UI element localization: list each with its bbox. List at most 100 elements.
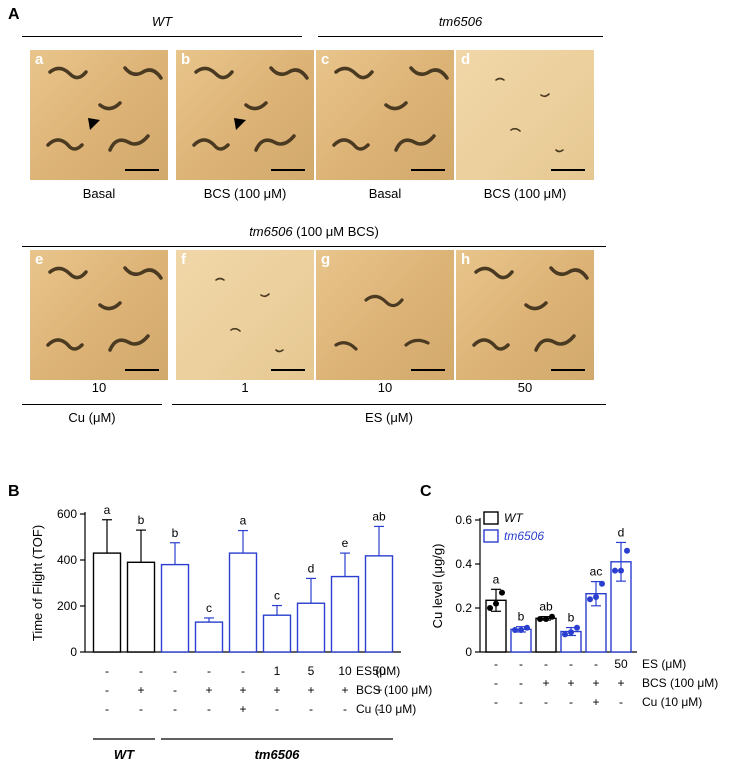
worm-shape	[334, 66, 374, 80]
condition-cell: -	[494, 657, 498, 671]
scale-bar	[271, 369, 305, 371]
legend-label-1: tm6506	[504, 529, 544, 543]
worm-shape	[98, 301, 122, 311]
panel-label: B	[8, 483, 20, 500]
bar-2	[535, 617, 557, 653]
significance-letter-5: d	[618, 525, 625, 539]
micrograph-caption-e: 10	[91, 380, 107, 395]
data-point-2-0	[537, 616, 543, 622]
y-tick-label: 200	[57, 599, 77, 613]
condition-cell: +	[239, 702, 246, 716]
bar-2	[160, 563, 190, 653]
worm-shape	[549, 266, 589, 280]
condition-cell: -	[173, 683, 177, 697]
data-point-5-2	[624, 547, 630, 554]
significance-letter-2: ab	[539, 600, 553, 614]
micrograph-letter: d	[461, 51, 471, 68]
condition-cell: -	[275, 702, 279, 716]
worm-drawing	[46, 266, 163, 352]
worm-shape	[540, 93, 550, 98]
condition-cell: -	[207, 702, 211, 716]
significance-letter-6: d	[308, 561, 315, 575]
micrograph-c: c	[316, 50, 454, 180]
significance-letter-1: b	[138, 513, 145, 527]
significance-letter-4: ac	[590, 565, 603, 579]
data-point-0-2	[499, 589, 505, 596]
worm-shape	[472, 338, 510, 351]
bar-3	[194, 621, 224, 653]
worm-shape	[510, 127, 521, 132]
condition-cell: 1	[274, 664, 281, 678]
worm-shape	[46, 138, 84, 151]
data-point-2-1	[543, 616, 549, 622]
condition-cell: +	[273, 683, 280, 697]
bar-5	[262, 614, 292, 653]
bar-0	[92, 552, 122, 653]
condition-cell: +	[375, 683, 382, 697]
micrograph-caption-b: BCS (100 μM)	[203, 186, 287, 201]
data-point-2-2	[549, 613, 555, 620]
significance-letter-0: a	[104, 503, 111, 517]
worm-shape	[474, 266, 514, 280]
cu-unit-label: Cu (μM)	[68, 410, 116, 425]
condition-cell: -	[494, 695, 498, 709]
significance-letter-1: b	[518, 610, 525, 624]
data-point-4-0	[587, 596, 593, 603]
condition-cell: -	[207, 664, 211, 678]
worm-shape	[269, 66, 309, 80]
row2-header: tm6506 (100 μM BCS)	[22, 224, 606, 239]
worm-shape	[404, 338, 430, 347]
bar-8	[364, 555, 394, 653]
worm-shape	[275, 349, 284, 353]
condition-cell: -	[173, 702, 177, 716]
condition-label: ES (μM)	[356, 664, 400, 678]
y-tick-label: 400	[57, 553, 77, 567]
condition-cell: 50	[614, 657, 628, 671]
worm-shape	[192, 138, 230, 151]
micrograph-h: h	[456, 250, 594, 380]
condition-cell: -	[377, 702, 381, 716]
scale-bar	[271, 169, 305, 171]
condition-cell: 50	[372, 664, 386, 678]
panel-label: C	[420, 483, 432, 500]
row2-header-strain: tm6506	[249, 224, 293, 239]
condition-cell: -	[343, 702, 347, 716]
data-point-3-2	[574, 624, 580, 631]
significance-letter-8: ab	[372, 509, 386, 523]
condition-cell: +	[307, 683, 314, 697]
worm-shape	[123, 266, 163, 280]
condition-cell: +	[137, 683, 144, 697]
panel-a-label: A	[8, 6, 20, 23]
worm-shape	[215, 277, 225, 281]
condition-cell: -	[519, 657, 523, 671]
worm-shape	[98, 101, 122, 111]
cu-unit-line	[22, 404, 162, 405]
micrograph-letter: f	[181, 251, 186, 268]
worm-drawing	[334, 294, 430, 351]
significance-letter-5: c	[274, 589, 280, 603]
condition-cell: -	[569, 657, 573, 671]
es-unit-line	[172, 404, 606, 405]
micrograph-b: b	[176, 50, 314, 180]
data-point-3-1	[568, 629, 574, 636]
data-point-4-1	[593, 594, 599, 600]
worm-shape	[332, 138, 370, 151]
scale-bar	[551, 169, 585, 171]
worm-drawing	[495, 77, 564, 153]
data-point-1-0	[512, 627, 518, 633]
worm-drawing	[332, 66, 449, 152]
data-point-3-0	[562, 631, 568, 638]
row2-header-line	[22, 246, 606, 247]
worm-shape	[48, 266, 88, 280]
worm-shape	[555, 149, 564, 153]
data-point-5-1	[618, 567, 624, 574]
data-point-4-2	[599, 580, 605, 587]
condition-cell: -	[105, 683, 109, 697]
condition-cell: -	[569, 695, 573, 709]
micrograph-letter: h	[461, 251, 471, 268]
group-line-tm6506	[318, 36, 603, 37]
condition-label: Cu (10 μM)	[642, 695, 702, 709]
worm-shape	[194, 66, 234, 80]
